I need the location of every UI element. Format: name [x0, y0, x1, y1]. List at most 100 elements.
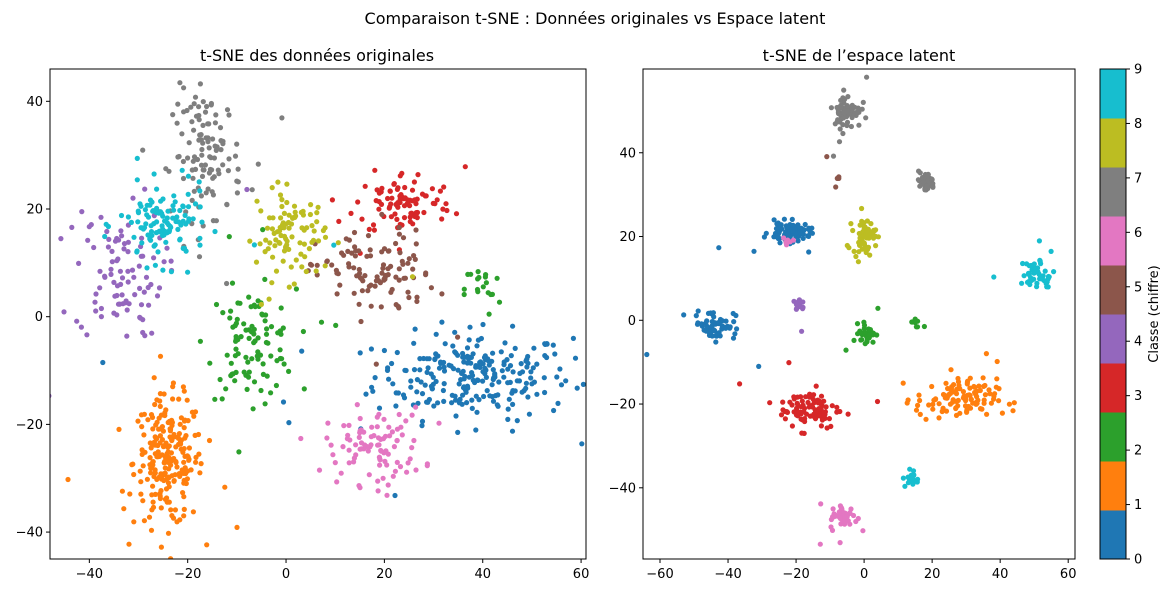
point-class-0 — [501, 362, 507, 368]
point-class-4 — [93, 291, 99, 297]
point-class-4 — [143, 274, 150, 280]
point-class-1 — [167, 426, 173, 432]
point-class-1 — [181, 388, 187, 394]
point-class-2 — [260, 371, 266, 377]
point-class-1 — [160, 584, 165, 589]
point-class-6 — [330, 452, 336, 458]
point-class-6 — [394, 438, 400, 444]
point-class-7 — [210, 136, 216, 142]
point-class-7 — [196, 112, 202, 119]
point-class-7 — [207, 154, 213, 160]
point-class-9 — [118, 212, 125, 219]
point-class-5 — [367, 247, 373, 253]
point-class-7 — [189, 119, 195, 125]
point-class-4 — [124, 307, 130, 313]
point-class-9 — [170, 203, 176, 209]
point-class-0 — [412, 326, 418, 332]
point-class-4 — [109, 259, 115, 265]
point-class-6 — [391, 444, 397, 450]
point-class-1 — [170, 396, 176, 402]
point-class-1 — [147, 455, 153, 461]
point-class-9 — [148, 229, 155, 235]
point-class-0 — [470, 377, 476, 383]
point-class-4 — [124, 333, 130, 339]
point-class-1 — [980, 375, 986, 381]
point-class-1 — [127, 491, 133, 497]
point-class-8 — [844, 242, 850, 249]
point-class-7 — [213, 147, 219, 153]
point-class-9 — [185, 173, 191, 179]
point-class-4 — [69, 224, 75, 230]
point-class-7 — [835, 107, 842, 114]
colorbar-tick-label: 0 — [1134, 553, 1142, 568]
point-class-6 — [790, 237, 797, 243]
point-class-0 — [506, 396, 512, 402]
point-class-2 — [262, 276, 268, 282]
point-class-8 — [867, 252, 873, 258]
colorbar: 0 1 2 3 4 5 6 7 8 9 — [1099, 63, 1142, 568]
point-class-1 — [193, 459, 199, 465]
point-class-1 — [964, 379, 971, 385]
plot-frame — [642, 68, 1076, 560]
point-class-7 — [234, 190, 240, 196]
point-class-1 — [150, 426, 156, 432]
point-class-8 — [856, 249, 862, 255]
point-class-1 — [150, 441, 156, 447]
point-class-1 — [165, 530, 172, 536]
point-class-2 — [461, 286, 467, 292]
point-class-1 — [142, 449, 148, 455]
point-class-7 — [848, 123, 855, 130]
point-class-5 — [405, 260, 411, 266]
point-class-3 — [411, 179, 417, 185]
y-tick-label: 20 — [619, 230, 636, 245]
point-class-8 — [273, 237, 279, 243]
point-class-6 — [371, 433, 377, 439]
point-class-0 — [411, 367, 418, 373]
colorbar-segment-8 — [1100, 118, 1126, 168]
point-class-0 — [716, 245, 722, 251]
point-class-5 — [351, 265, 357, 271]
point-class-9 — [134, 155, 140, 161]
point-class-1 — [984, 411, 990, 417]
point-class-5 — [396, 277, 402, 283]
point-class-1 — [972, 384, 978, 390]
point-class-1 — [936, 415, 942, 421]
left-scatter-plot: −40 −20 0 20 40 60 −40 −20 0 20 40 — [16, 68, 612, 589]
point-class-0 — [452, 393, 458, 399]
point-class-2 — [237, 300, 243, 306]
point-class-4 — [112, 293, 118, 299]
point-class-2 — [475, 269, 481, 275]
point-class-1 — [164, 495, 170, 501]
point-class-1 — [171, 431, 177, 438]
point-class-9 — [175, 226, 181, 232]
point-class-8 — [291, 203, 298, 209]
point-class-1 — [947, 401, 954, 407]
point-class-0 — [478, 359, 484, 365]
point-class-5 — [381, 246, 388, 252]
point-class-5 — [357, 275, 363, 281]
point-class-9 — [147, 236, 153, 242]
point-class-0 — [523, 385, 529, 391]
point-class-9 — [148, 223, 154, 229]
point-class-8 — [275, 179, 281, 185]
point-class-2 — [236, 449, 242, 455]
point-class-8 — [859, 205, 865, 212]
point-class-1 — [983, 351, 990, 357]
point-class-0 — [607, 379, 612, 384]
point-class-8 — [281, 233, 288, 239]
point-class-9 — [143, 221, 149, 227]
point-class-0 — [481, 393, 487, 400]
point-class-5 — [406, 256, 412, 262]
point-class-9 — [196, 179, 202, 185]
point-class-2 — [255, 349, 261, 355]
point-class-0 — [395, 390, 401, 396]
point-class-0 — [452, 329, 458, 335]
y-tick-label: 20 — [26, 203, 43, 218]
point-class-4 — [138, 302, 145, 308]
point-class-4 — [119, 275, 126, 281]
point-class-0 — [474, 343, 480, 349]
point-class-0 — [771, 217, 777, 223]
point-class-6 — [860, 528, 866, 534]
point-class-2 — [475, 289, 481, 295]
point-class-9 — [151, 243, 157, 249]
